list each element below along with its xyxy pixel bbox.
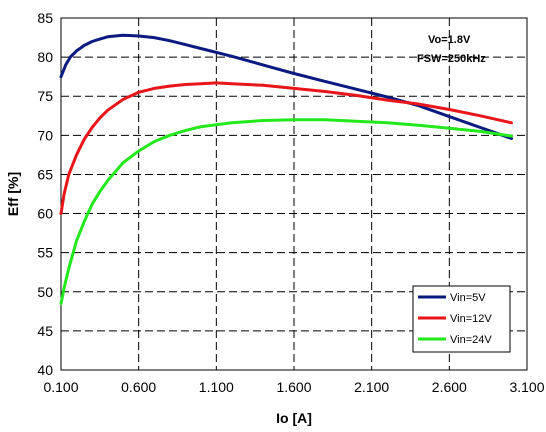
legend-label: Vin=5V [450, 292, 486, 304]
plot-frame [60, 17, 528, 371]
x-axis-title: Io [A] [276, 410, 312, 426]
x-tick-label: 2.600 [432, 379, 467, 395]
annotation-fsw: FSW=250kHz [417, 53, 486, 65]
x-tick-label: 1.100 [199, 379, 234, 395]
y-tick-label: 85 [37, 10, 53, 26]
annotation-vo: Vo=1.8V [428, 34, 471, 46]
legend: Vin=5V Vin=12V Vin=24V [412, 285, 511, 353]
y-tick-label: 45 [37, 323, 53, 339]
y-tick-label: 55 [37, 245, 53, 261]
y-tick-label: 70 [37, 127, 53, 143]
legend-label: Vin=12V [450, 313, 492, 325]
x-tick-label: 1.600 [276, 379, 311, 395]
x-tick-label: 0.100 [43, 379, 78, 395]
y-tick-label: 80 [37, 49, 53, 65]
series-layer [59, 33, 513, 305]
y-tick-label: 60 [37, 206, 53, 222]
series-line-vin-5v [59, 33, 513, 140]
x-tick-label: 0.600 [121, 379, 156, 395]
y-tick-label: 50 [37, 284, 53, 300]
x-tick-label: 2.100 [354, 379, 389, 395]
legend-label: Vin=24V [450, 334, 492, 346]
series-line-vin-12v [59, 81, 513, 216]
y-tick-label: 75 [37, 88, 53, 104]
y-tick-label: 40 [37, 362, 53, 378]
y-tick-labels: 40 45 50 55 60 65 70 75 80 85 [37, 10, 53, 378]
y-axis-title: Eff [%] [5, 172, 21, 216]
x-tick-label: 3.100 [509, 379, 544, 395]
x-tick-labels: 0.100 0.600 1.100 1.600 2.100 2.600 3.100 [43, 379, 544, 395]
y-tick-label: 65 [37, 166, 53, 182]
series-line-vin-24v [59, 118, 513, 305]
